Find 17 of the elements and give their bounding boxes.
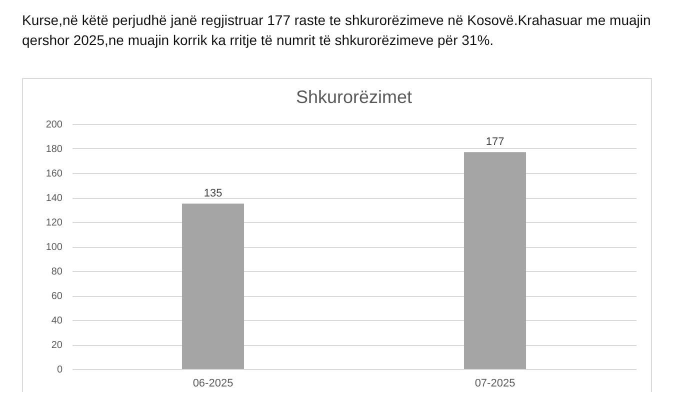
y-tick-label: 140 bbox=[46, 193, 63, 204]
text: Kurse,në këtë perjudhë janë regjistruar 177 raste te shkurorëzimeve në Kosovë.Krahasuar me muajin qershor 2025,ne muajin korrik ka rritje të numrit të shkurorëzimeve për 31%. bbox=[22, 11, 652, 50]
y-tick-label: 180 bbox=[46, 144, 63, 155]
x-tick-label: 07-2025 bbox=[474, 378, 516, 390]
y-tick-label: 120 bbox=[46, 218, 63, 228]
y-tick-label: 0 bbox=[56, 364, 63, 376]
y-tick-label: 160 bbox=[46, 168, 63, 180]
y-tick-label: 100 bbox=[46, 242, 63, 253]
y-tick-label: 200 bbox=[46, 120, 63, 130]
data-label: 177 bbox=[486, 136, 504, 148]
y-tick-label: 60 bbox=[51, 291, 63, 302]
y-tick-label: 20 bbox=[51, 340, 63, 351]
y-tick-label: 40 bbox=[51, 316, 63, 326]
x-tick-label: 06-2025 bbox=[192, 378, 234, 390]
data-label: 135 bbox=[204, 188, 222, 200]
chart-title: Shkurorëzimet bbox=[296, 87, 412, 107]
y-tick-label: 80 bbox=[51, 266, 63, 278]
